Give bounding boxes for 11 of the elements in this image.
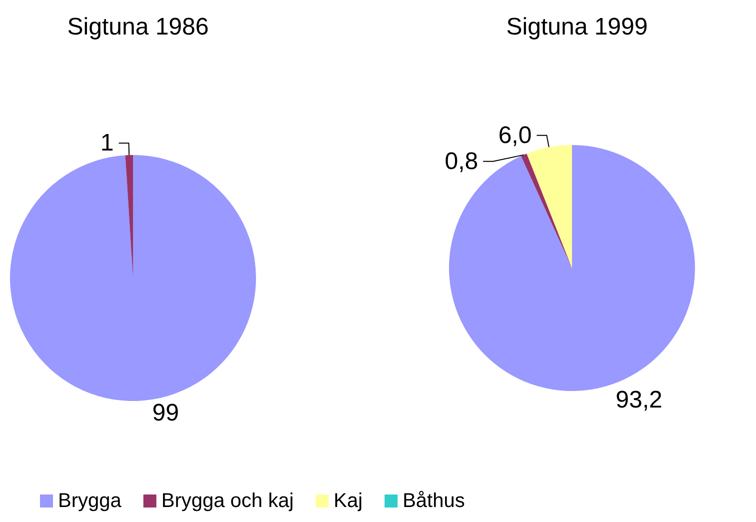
chart-title: Sigtuna 1986	[67, 14, 209, 40]
data-label: 1	[100, 130, 114, 157]
legend-label: Båthus	[402, 490, 465, 512]
legend-label: Brygga	[58, 490, 122, 512]
data-label: 99	[152, 399, 179, 426]
data-label: 93,2	[616, 386, 662, 414]
legend-label: Kaj	[334, 490, 363, 512]
data-label: 6,0	[498, 122, 532, 149]
chart-title: Sigtuna 1999	[506, 14, 648, 40]
legend-label: Brygga och kaj	[161, 490, 294, 512]
data-label: 0,8	[444, 148, 478, 175]
